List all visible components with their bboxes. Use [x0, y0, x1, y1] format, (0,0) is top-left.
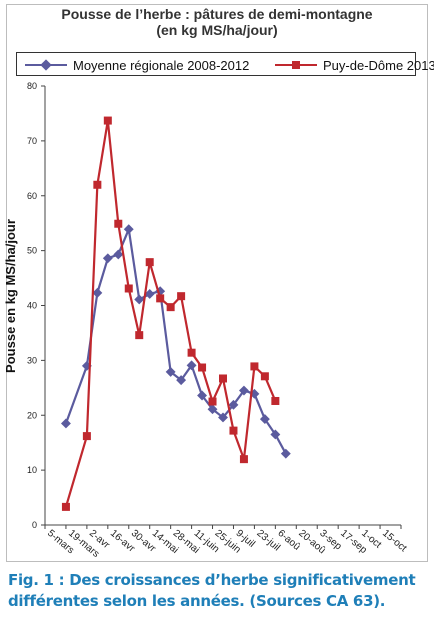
y-axis-label: Pousse en kg MS/ha/jour	[3, 219, 18, 373]
data-point-square	[239, 455, 248, 464]
data-point-diamond	[259, 414, 270, 425]
x-tick-label: 15-oct	[380, 528, 409, 554]
data-point-square	[208, 397, 217, 406]
y-tick-label: 0	[32, 520, 37, 530]
data-point-diamond	[207, 404, 218, 415]
figure-caption: Fig. 1 : Des croissances d’herbe signifi…	[8, 570, 428, 612]
data-point-square	[82, 432, 91, 441]
data-point-diamond	[218, 412, 228, 423]
data-point-square	[177, 292, 186, 301]
data-point-diamond	[165, 366, 176, 377]
data-point-square	[271, 396, 280, 405]
data-point-square	[124, 284, 133, 293]
legend-item-moyenne: Moyenne régionale 2008-2012	[25, 56, 249, 74]
legend-diamond-icon	[25, 56, 67, 74]
y-tick-label: 40	[27, 301, 37, 311]
data-point-square	[250, 362, 259, 371]
data-point-diamond	[102, 253, 113, 264]
data-point-diamond	[144, 289, 155, 299]
data-point-square	[135, 331, 144, 340]
y-tick-label: 30	[27, 355, 37, 365]
data-point-square	[114, 219, 123, 228]
y-tick-label: 20	[27, 410, 37, 420]
data-point-square	[219, 374, 227, 383]
y-tick-label: 70	[27, 136, 37, 146]
y-tick-label: 10	[27, 465, 37, 475]
data-point-square	[198, 363, 207, 372]
data-point-diamond	[197, 390, 208, 401]
chart-legend: Moyenne régionale 2008-2012 Puy-de-Dôme …	[16, 52, 434, 76]
caption-line-2: différentes selon les années. (Sources C…	[8, 592, 386, 610]
data-point-square	[260, 372, 269, 381]
data-point-diamond	[176, 375, 187, 386]
chart-subtitle: (en kg MS/ha/jour)	[156, 22, 278, 38]
data-point-diamond	[280, 448, 291, 459]
chart-plot: 010203040506070805-mars19-mars2-avr16-av…	[27, 81, 409, 560]
legend-square-icon	[275, 56, 317, 74]
data-point-square	[229, 426, 238, 435]
data-point-square	[93, 180, 102, 189]
data-point-diamond	[228, 399, 239, 410]
data-point-diamond	[134, 294, 145, 305]
series-line-0	[64, 228, 287, 455]
y-tick-label: 50	[27, 246, 37, 256]
data-point-diamond	[123, 224, 134, 235]
y-tick-label: 60	[27, 191, 37, 201]
legend-item-puy-de-dome: Puy-de-Dôme 2013	[275, 56, 434, 74]
data-point-square	[187, 348, 196, 357]
legend-label-moyenne: Moyenne régionale 2008-2012	[73, 57, 250, 73]
y-tick-label: 80	[27, 81, 37, 91]
data-point-diamond	[60, 418, 71, 429]
data-point-square	[166, 303, 175, 312]
legend-label-puy-de-dome: Puy-de-Dôme 2013	[323, 57, 434, 73]
series-line-1	[64, 119, 277, 508]
chart-title: Pousse de l’herbe : pâtures de demi-mont…	[61, 6, 373, 22]
x-tick-label: 6-aoû	[275, 528, 302, 553]
data-point-diamond	[270, 429, 281, 440]
data-point-diamond	[238, 385, 249, 396]
data-point-square	[61, 502, 70, 511]
data-point-square	[103, 116, 112, 125]
x-tick-label: 23-juil	[254, 528, 282, 554]
data-point-diamond	[186, 360, 197, 371]
caption-line-1: Fig. 1 : Des croissances d’herbe signifi…	[8, 571, 416, 589]
data-point-square	[156, 294, 165, 303]
data-point-square	[145, 258, 154, 267]
